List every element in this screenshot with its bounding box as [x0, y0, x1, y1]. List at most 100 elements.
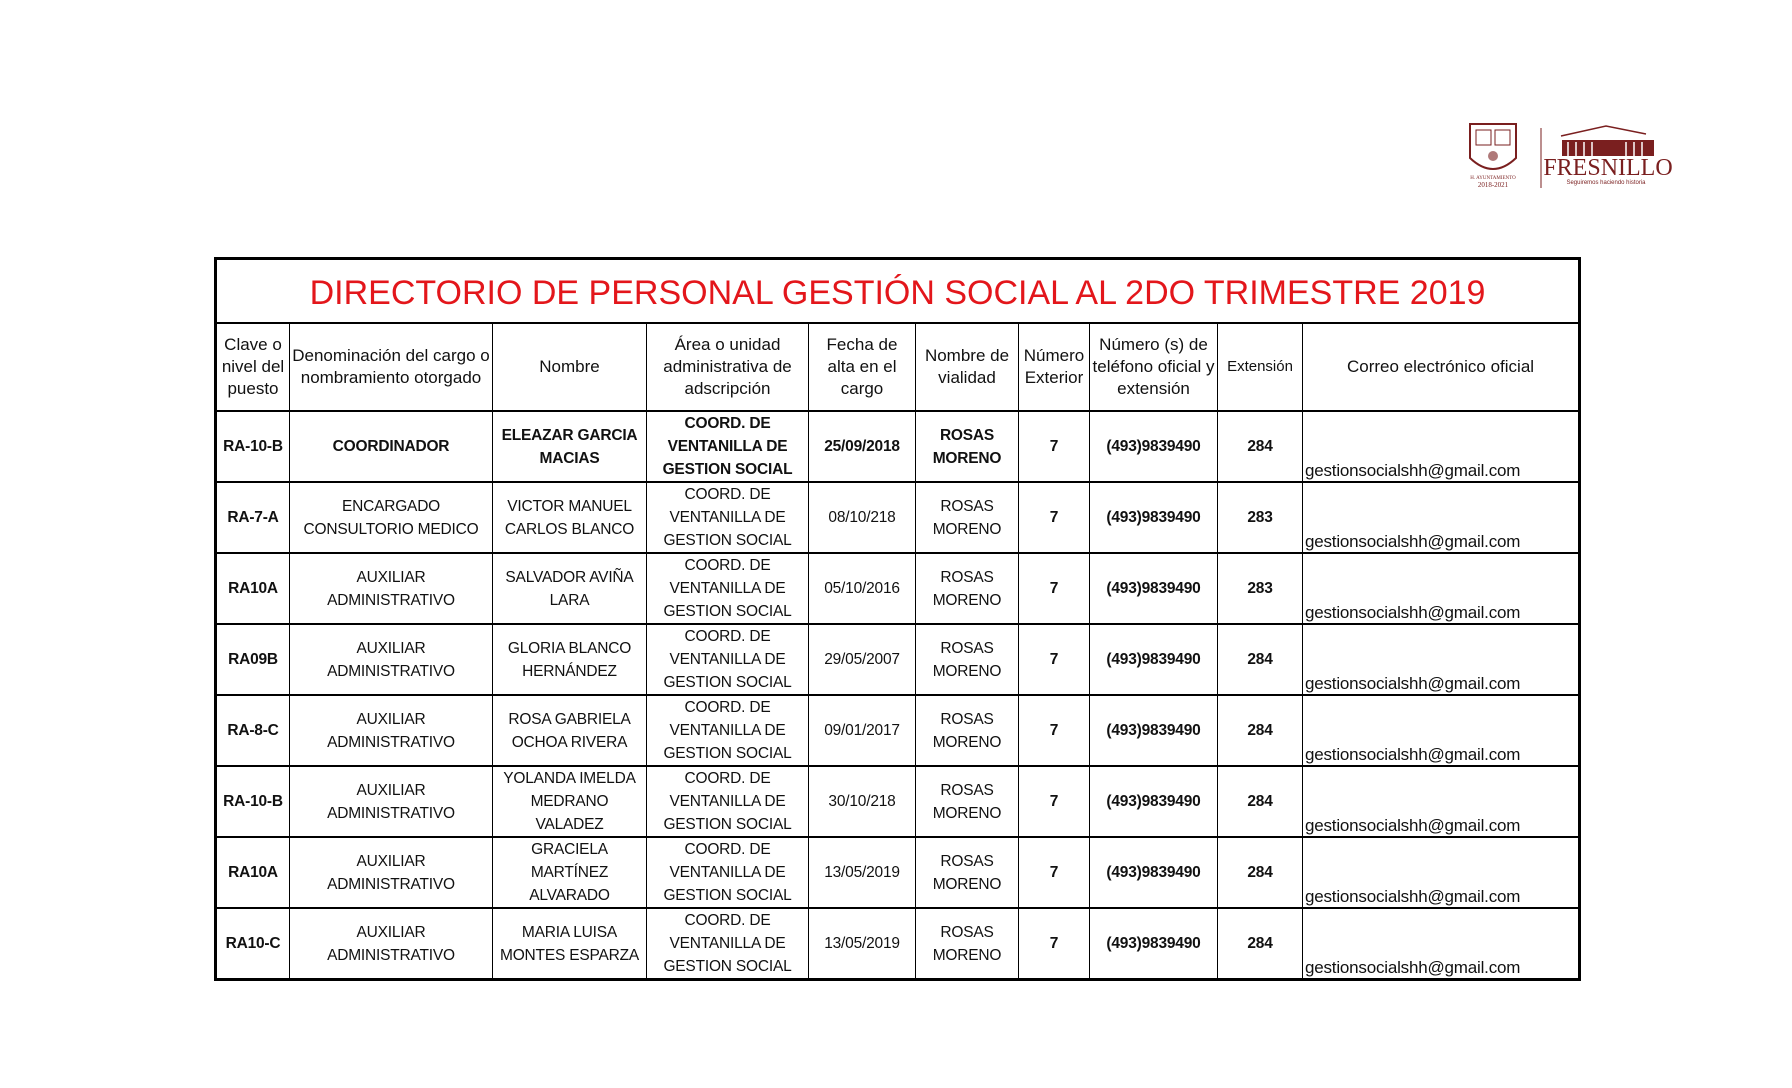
- col-header-correo: Correo electrónico oficial: [1301, 322, 1581, 412]
- cell-cargo: AUXILIAR ADMINISTRATIVO: [289, 765, 493, 838]
- fresnillo-logo: H. AYUNTAMIENTO 2018-2021 FRESNILLO Segu…: [1466, 118, 1696, 198]
- cell-telefono: (493)9839490: [1089, 907, 1218, 980]
- cell-vialidad: ROSAS MORENO: [915, 410, 1019, 483]
- municipal-seal-and-brand-icon: H. AYUNTAMIENTO 2018-2021 FRESNILLO Segu…: [1469, 123, 1673, 189]
- table-row: RA10-C AUXILIAR ADMINISTRATIVO MARIA LUISA…: [215, 907, 1581, 980]
- cell-area: COORD. DE VENTANILLA DE GESTION SOCIAL: [646, 623, 809, 696]
- col-header-nombre: Nombre: [492, 322, 647, 412]
- cell-nombre: YOLANDA IMELDA MEDRANO VALADEZ: [492, 765, 647, 838]
- cell-fecha: 05/10/2016: [808, 552, 916, 625]
- cell-vialidad: ROSAS MORENO: [915, 694, 1019, 767]
- cell-numero-exterior: 7: [1018, 836, 1090, 909]
- cell-vialidad: ROSAS MORENO: [915, 623, 1019, 696]
- svg-text:Seguiremos haciendo historia: Seguiremos haciendo historia: [1566, 180, 1646, 186]
- col-header-numero-exterior: Número Exterior: [1018, 322, 1090, 412]
- table-row: RA-8-C AUXILIAR ADMINISTRATIVO ROSA GABRIE…: [215, 694, 1581, 767]
- cell-vialidad: ROSAS MORENO: [915, 907, 1019, 980]
- cell-extension: 284: [1217, 694, 1303, 767]
- col-header-fecha: Fecha de alta en el cargo: [808, 322, 916, 412]
- cell-cargo: COORDINADOR: [289, 410, 493, 483]
- cell-numero-exterior: 7: [1018, 481, 1090, 554]
- cell-telefono: (493)9839490: [1089, 481, 1218, 554]
- personnel-directory-table: DIRECTORIO DE PERSONAL GESTIÓN SOCIAL AL…: [214, 257, 1582, 981]
- cell-clave: RA09B: [215, 623, 290, 696]
- cell-clave: RA10-C: [215, 907, 290, 980]
- cell-extension: 284: [1217, 410, 1303, 483]
- cell-correo[interactable]: gestionsocialshh@gmail.com: [1301, 552, 1581, 625]
- cell-area: COORD. DE VENTANILLA DE GESTION SOCIAL: [646, 836, 809, 909]
- cell-extension: 283: [1217, 481, 1303, 554]
- cell-correo[interactable]: gestionsocialshh@gmail.com: [1301, 836, 1581, 909]
- cell-correo[interactable]: gestionsocialshh@gmail.com: [1301, 623, 1581, 696]
- cell-numero-exterior: 7: [1018, 765, 1090, 838]
- cell-area: COORD. DE VENTANILLA DE GESTION SOCIAL: [646, 410, 809, 483]
- cell-correo[interactable]: gestionsocialshh@gmail.com: [1301, 410, 1581, 483]
- table-row: RA10A AUXILIAR ADMINISTRATIVO SALVADOR AVI…: [215, 552, 1581, 625]
- svg-text:FRESNILLO: FRESNILLO: [1543, 155, 1672, 181]
- cell-extension: 284: [1217, 765, 1303, 838]
- cell-area: COORD. DE VENTANILLA DE GESTION SOCIAL: [646, 765, 809, 838]
- cell-numero-exterior: 7: [1018, 623, 1090, 696]
- cell-telefono: (493)9839490: [1089, 410, 1218, 483]
- cell-vialidad: ROSAS MORENO: [915, 836, 1019, 909]
- cell-clave: RA10A: [215, 552, 290, 625]
- cell-fecha: 25/09/2018: [808, 410, 916, 483]
- col-header-telefono: Número (s) de teléfono oficial y extensi…: [1089, 322, 1218, 412]
- cell-extension: 284: [1217, 836, 1303, 909]
- cell-numero-exterior: 7: [1018, 694, 1090, 767]
- cell-telefono: (493)9839490: [1089, 765, 1218, 838]
- cell-nombre: MARIA LUISA MONTES ESPARZA: [492, 907, 647, 980]
- cell-clave: RA-10-B: [215, 765, 290, 838]
- cell-fecha: 30/10/218: [808, 765, 916, 838]
- table-row: RA10A AUXILIAR ADMINISTRATIVO GRACIELA MAR…: [215, 836, 1581, 909]
- cell-extension: 283: [1217, 552, 1303, 625]
- col-header-cargo: Denominación del cargo o nombramiento ot…: [289, 322, 493, 412]
- cell-correo[interactable]: gestionsocialshh@gmail.com: [1301, 907, 1581, 980]
- cell-telefono: (493)9839490: [1089, 694, 1218, 767]
- header-row: Clave o nivel del puesto Denominación de…: [215, 322, 1581, 412]
- col-header-area: Área o unidad administrativa de adscripc…: [646, 322, 809, 412]
- cell-vialidad: ROSAS MORENO: [915, 552, 1019, 625]
- svg-text:H. AYUNTAMIENTO: H. AYUNTAMIENTO: [1470, 176, 1516, 181]
- cell-clave: RA10A: [215, 836, 290, 909]
- cell-clave: RA-10-B: [215, 410, 290, 483]
- cell-numero-exterior: 7: [1018, 907, 1090, 980]
- table-row: RA09B AUXILIAR ADMINISTRATIVO GLORIA BLANC…: [215, 623, 1581, 696]
- cell-cargo: AUXILIAR ADMINISTRATIVO: [289, 552, 493, 625]
- cell-area: COORD. DE VENTANILLA DE GESTION SOCIAL: [646, 907, 809, 980]
- table-row: RA-10-B AUXILIAR ADMINISTRATIVO YOLANDA IM…: [215, 765, 1581, 838]
- cell-nombre: ELEAZAR GARCIA MACIAS: [492, 410, 647, 483]
- cell-clave: RA-7-A: [215, 481, 290, 554]
- page-title: DIRECTORIO DE PERSONAL GESTIÓN SOCIAL AL…: [214, 258, 1581, 324]
- cell-nombre: ROSA GABRIELA OCHOA RIVERA: [492, 694, 647, 767]
- cell-extension: 284: [1217, 907, 1303, 980]
- cell-correo[interactable]: gestionsocialshh@gmail.com: [1301, 765, 1581, 838]
- cell-correo[interactable]: gestionsocialshh@gmail.com: [1301, 694, 1581, 767]
- cell-fecha: 09/01/2017: [808, 694, 916, 767]
- cell-nombre: SALVADOR AVIÑA LARA: [492, 552, 647, 625]
- col-header-vialidad: Nombre de vialidad: [915, 322, 1019, 412]
- cell-numero-exterior: 7: [1018, 552, 1090, 625]
- cell-telefono: (493)9839490: [1089, 552, 1218, 625]
- cell-correo[interactable]: gestionsocialshh@gmail.com: [1301, 481, 1581, 554]
- cell-nombre: VICTOR MANUEL CARLOS BLANCO: [492, 481, 647, 554]
- cell-cargo: AUXILIAR ADMINISTRATIVO: [289, 907, 493, 980]
- cell-nombre: GLORIA BLANCO HERNÁNDEZ: [492, 623, 647, 696]
- cell-telefono: (493)9839490: [1089, 836, 1218, 909]
- cell-fecha: 29/05/2007: [808, 623, 916, 696]
- cell-fecha: 13/05/2019: [808, 836, 916, 909]
- cell-fecha: 13/05/2019: [808, 907, 916, 980]
- cell-numero-exterior: 7: [1018, 410, 1090, 483]
- cell-area: COORD. DE VENTANILLA DE GESTION SOCIAL: [646, 552, 809, 625]
- cell-fecha: 08/10/218: [808, 481, 916, 554]
- cell-clave: RA-8-C: [215, 694, 290, 767]
- cell-cargo: ENCARGADO CONSULTORIO MEDICO: [289, 481, 493, 554]
- table-row: RA-10-B COORDINADOR ELEAZAR GARCIA MACIAS C…: [215, 410, 1581, 483]
- table-row: RA-7-A ENCARGADO CONSULTORIO MEDICO VICTOR…: [215, 481, 1581, 554]
- cell-area: COORD. DE VENTANILLA DE GESTION SOCIAL: [646, 481, 809, 554]
- cell-cargo: AUXILIAR ADMINISTRATIVO: [289, 836, 493, 909]
- cell-cargo: AUXILIAR ADMINISTRATIVO: [289, 694, 493, 767]
- cell-extension: 284: [1217, 623, 1303, 696]
- cell-vialidad: ROSAS MORENO: [915, 481, 1019, 554]
- cell-telefono: (493)9839490: [1089, 623, 1218, 696]
